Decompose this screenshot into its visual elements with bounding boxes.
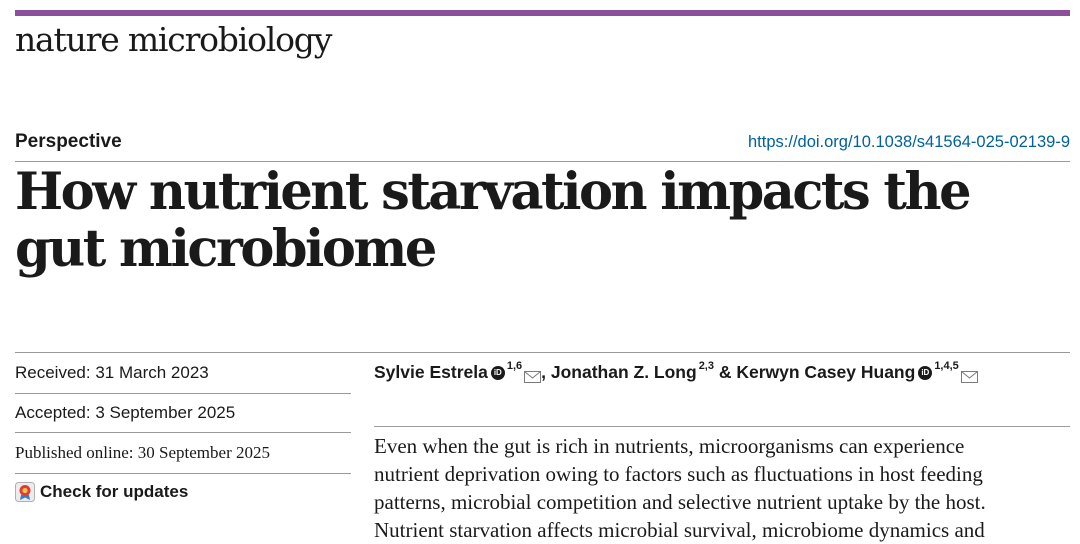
author-name[interactable]: Jonathan Z. Long xyxy=(550,362,697,382)
author-separator: & xyxy=(713,362,737,382)
article-type: Perspective xyxy=(15,131,122,152)
abstract-line: Even when the gut is rich in nutrients, … xyxy=(374,434,965,458)
journal-accent-bar xyxy=(15,10,1070,16)
received-divider xyxy=(15,393,351,394)
journal-logo[interactable]: nature microbiology xyxy=(15,20,332,59)
info-top-divider xyxy=(15,352,1070,353)
abstract-line: Nutrient starvation affects microbial su… xyxy=(374,518,985,542)
author-affiliations: 1,6 xyxy=(506,359,523,372)
accepted-date: Accepted: 3 September 2025 xyxy=(15,403,236,422)
received-date: Received: 31 March 2023 xyxy=(15,363,209,382)
title-line-1: How nutrient starvation impacts the xyxy=(15,162,972,222)
orcid-icon[interactable]: iD xyxy=(918,365,933,380)
orcid-icon[interactable]: iD xyxy=(490,365,505,380)
accepted-divider xyxy=(15,432,351,433)
author-name[interactable]: Kerwyn Casey Huang xyxy=(736,362,916,382)
abstract-line: patterns, microbial competition and sele… xyxy=(374,490,986,514)
email-icon[interactable] xyxy=(524,367,542,383)
author-affiliations: 2,3 xyxy=(698,359,714,372)
doi-link[interactable]: https://doi.org/10.1038/s41564-025-02139… xyxy=(748,133,1070,151)
check-for-updates-button[interactable]: Check for updates xyxy=(15,482,188,502)
email-icon[interactable] xyxy=(960,367,978,383)
published-divider xyxy=(15,473,351,474)
published-date: Published online: 30 September 2025 xyxy=(15,443,270,462)
check-updates-icon xyxy=(15,482,35,502)
abstract-divider xyxy=(374,426,1070,427)
check-updates-label: Check for updates xyxy=(40,482,189,501)
author-name[interactable]: Sylvie Estrela xyxy=(374,362,488,382)
abstract-line: nutrient deprivation owing to factors su… xyxy=(374,462,983,486)
title-divider xyxy=(15,161,1070,162)
article-title: How nutrient starvation impacts the gut … xyxy=(15,164,1065,278)
abstract-text: Even when the gut is rich in nutrients, … xyxy=(374,432,1064,544)
author-separator: , xyxy=(541,362,551,382)
author-affiliations: 1,4,5 xyxy=(934,359,959,372)
title-line-2: gut microbiome xyxy=(15,219,437,279)
author-list: Sylvie Estrela iD 1,6 , Jonathan Z. Long… xyxy=(374,359,978,383)
